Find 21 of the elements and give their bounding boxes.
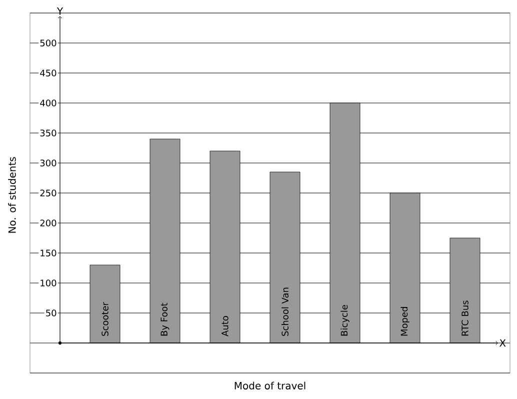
x-tick-label: By Foot	[160, 302, 170, 336]
x-tick-label: RTC Bus	[462, 300, 468, 336]
y-tick-label: 300	[40, 160, 56, 166]
x-tick-label: Auto	[222, 316, 228, 336]
x-tick-label: Moped	[400, 307, 410, 336]
x-axis-title: Mode of travel	[234, 382, 306, 390]
y-tick-label: 250	[40, 190, 56, 196]
x-tick-label: Bicycle	[340, 304, 350, 336]
y-tick-label: 450	[40, 70, 56, 76]
y-tick-label: 400	[40, 100, 56, 106]
y-tick-label: 150	[40, 250, 56, 256]
y-tick-label: 200	[40, 220, 56, 226]
y-tick-label: 350	[40, 130, 56, 136]
x-tick-label: School Van	[282, 288, 288, 336]
annotation: Y	[56, 8, 64, 15]
y-tick-label: 50	[46, 310, 56, 316]
annotation: X	[499, 339, 506, 347]
x-tick-label: Scooter	[102, 302, 108, 336]
y-tick-label: 500	[40, 40, 56, 46]
y-axis-title: No. of students	[8, 157, 16, 233]
y-tick-label: 100	[40, 280, 56, 286]
